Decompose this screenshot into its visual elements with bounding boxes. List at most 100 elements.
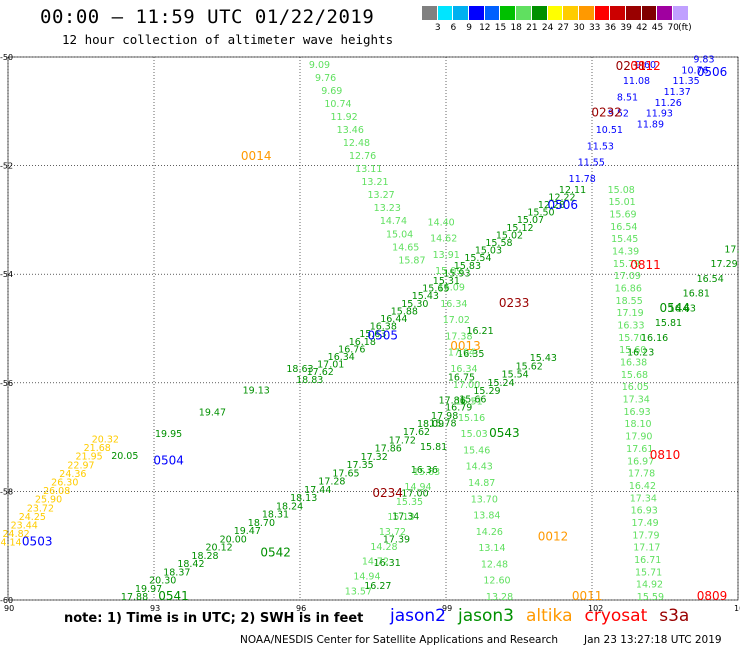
wave-height-value: 17.86 xyxy=(375,444,402,455)
wave-height-value: 17.90 xyxy=(625,432,652,443)
pass-id-label: 0232 xyxy=(591,106,622,120)
wave-height-value: 16.33 xyxy=(617,321,644,332)
wave-height-value: 14.65 xyxy=(392,242,419,253)
plot-frame xyxy=(7,56,739,601)
wave-height-value: 16.21 xyxy=(466,326,493,337)
legend-item-jason2: jason2 xyxy=(390,606,446,626)
x-tick-label: 105 xyxy=(734,604,740,613)
wave-height-value: 17.65 xyxy=(332,468,359,479)
color-swatch xyxy=(437,6,454,20)
color-swatch xyxy=(516,6,532,20)
wave-height-value: 15.09 xyxy=(435,266,462,277)
wave-height-value: 17.72 xyxy=(389,435,416,446)
wave-height-value: 14.94 xyxy=(353,572,380,583)
wave-height-value: 15.58 xyxy=(485,238,512,249)
wave-height-value: 10.51 xyxy=(596,125,623,136)
wave-height-value: 17.00 xyxy=(453,380,480,391)
y-tick-label: -52 xyxy=(0,162,13,171)
wave-height-value: 15.66 xyxy=(459,394,486,405)
wave-height-value: 16.93 xyxy=(631,506,658,517)
pass-id-label: 0505 xyxy=(367,328,398,342)
wave-height-value: 17.28 xyxy=(318,477,345,488)
wave-height-value: 17.34 xyxy=(623,395,650,406)
wave-height-value: 17.32 xyxy=(361,452,388,463)
color-scale-label: 36 xyxy=(604,23,617,33)
y-tick-label: -54 xyxy=(0,270,13,279)
wave-height-value: 15.50 xyxy=(527,208,554,219)
wave-height-value: 12.60 xyxy=(483,576,510,587)
wave-height-value: 15.81 xyxy=(655,318,682,329)
pass-id-label: 0011 xyxy=(572,589,603,603)
legend-item-s3a: s3a xyxy=(659,606,690,626)
wave-height-value: 15.03 xyxy=(475,246,502,257)
wave-height-value: 17.38 xyxy=(445,331,472,342)
wave-height-value: 15.88 xyxy=(391,306,418,317)
wave-height-value: 17.34 xyxy=(392,512,419,523)
wave-height-value: 15.16 xyxy=(458,413,485,424)
wave-height-value: 15.87 xyxy=(398,255,425,266)
wave-height-value: 16.35 xyxy=(457,349,484,360)
wave-height-value: 18.24 xyxy=(276,501,303,512)
pass-id-label: 0809 xyxy=(697,589,728,603)
color-scale-bar xyxy=(422,6,689,21)
wave-height-value: 19.47 xyxy=(199,407,226,418)
color-scale-label: 27 xyxy=(557,23,570,33)
wave-height-value: 15.08 xyxy=(608,185,635,196)
credit-line: NOAA/NESDIS Center for Satellite Applica… xyxy=(240,634,558,646)
wave-height-value: 13.11 xyxy=(355,164,382,175)
wave-height-value: 13.27 xyxy=(368,190,395,201)
wave-height-value: 13.57 xyxy=(345,587,372,598)
wave-height-value: 21.68 xyxy=(84,443,111,454)
wave-height-value: 18.31 xyxy=(262,510,289,521)
wave-height-value: 15.68 xyxy=(621,370,648,381)
wave-height-value: 13.84 xyxy=(473,511,500,522)
wave-height-value: 17.01 xyxy=(317,360,344,371)
wave-height-value: 14.28 xyxy=(370,542,397,553)
wave-height-value: 17.04 xyxy=(448,348,475,359)
wave-height-value: 17.78 xyxy=(628,469,655,480)
legend-item-jason3: jason3 xyxy=(458,606,514,626)
wave-height-value: 16.34 xyxy=(450,364,477,375)
wave-height-value: 15.54 xyxy=(502,370,529,381)
wave-height-value: 15.30 xyxy=(401,299,428,310)
wave-height-value: 11.92 xyxy=(331,112,358,123)
color-swatch xyxy=(531,6,548,20)
wave-height-value: 20.30 xyxy=(149,576,176,587)
color-scale-label: 18 xyxy=(510,23,522,33)
color-scale-label: 3 xyxy=(434,23,441,33)
wave-height-value: 18.28 xyxy=(191,551,218,562)
wave-height-value: 16.81 xyxy=(683,289,710,300)
wave-height-value: 16.18 xyxy=(349,337,376,348)
wave-height-value: 16.93 xyxy=(624,407,651,418)
color-scale-label: 12 xyxy=(479,23,491,33)
color-swatch xyxy=(610,6,626,20)
wave-height-value: 14.43 xyxy=(466,462,493,473)
wave-height-value: 12.22 xyxy=(548,192,575,203)
lat-lon-grid xyxy=(7,56,739,601)
wave-height-value: 15.29 xyxy=(473,386,500,397)
wave-height-value: 13.21 xyxy=(361,177,388,188)
wave-height-value: 24.36 xyxy=(59,469,86,480)
wave-height-value: 15.43 xyxy=(530,353,557,364)
wave-height-value: 11.35 xyxy=(672,76,699,87)
wave-height-value: 16.79 xyxy=(445,403,472,414)
color-scale-label: 70 xyxy=(667,23,679,33)
color-swatch xyxy=(578,6,595,20)
color-swatch xyxy=(547,6,564,20)
wave-height-value: 14.40 xyxy=(428,217,455,228)
wave-height-value: 26.30 xyxy=(51,478,78,489)
wave-height-value: 20.05 xyxy=(111,451,138,462)
color-scale-label: (ft) xyxy=(678,23,692,33)
wave-height-value: 16.36 xyxy=(411,465,438,476)
color-scale-label: 30 xyxy=(573,23,585,33)
y-tick-label: -60 xyxy=(0,596,13,605)
wave-height-value: 15.63 xyxy=(359,329,386,340)
wave-height-value: 13.14 xyxy=(478,543,505,554)
color-swatch xyxy=(453,6,470,20)
wave-height-value: 18.63 xyxy=(286,364,313,375)
wave-height-value: 15.04 xyxy=(386,229,413,240)
wave-height-value: 16.09 xyxy=(438,282,465,293)
wave-height-value: 17.00 xyxy=(401,488,428,499)
wave-height-value: 15.12 xyxy=(506,223,533,234)
wave-height-value: 16.34 xyxy=(440,299,467,310)
